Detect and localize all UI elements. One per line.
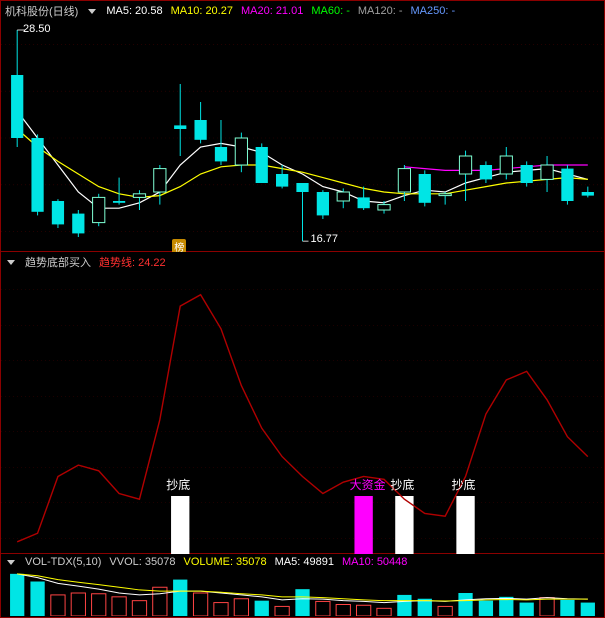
chevron-down-icon[interactable]: [88, 9, 96, 14]
ma10-label: MA10: 20.27: [171, 5, 233, 17]
ma20-label: MA20: 21.01: [241, 5, 303, 17]
kline-panel[interactable]: 机科股份(日线) MA5: 20.58 MA10: 20.27 MA20: 21…: [0, 0, 605, 252]
trend-chart[interactable]: [1, 272, 604, 556]
low-annotation: 16.77: [311, 233, 339, 245]
trend-title: 趋势底部买入: [25, 254, 91, 270]
vol-ma10-label: MA10: 50448: [342, 556, 407, 568]
stock-title: 机科股份(日线): [5, 3, 78, 19]
volume-label: VOLUME: 35078: [183, 556, 266, 568]
chevron-down-icon[interactable]: [7, 260, 15, 265]
vvol-label: VVOL: 35078: [109, 556, 175, 568]
signal-label: 抄底: [390, 476, 414, 493]
trend-panel[interactable]: 趋势底部买入 趋势线: 24.22 抄底大资金抄底抄底: [0, 252, 605, 554]
signal-label: 抄底: [452, 476, 476, 493]
signal-label: 大资金: [350, 476, 386, 493]
volume-panel[interactable]: VOL-TDX(5,10) VVOL: 35078 VOLUME: 35078 …: [0, 554, 605, 618]
volume-header: VOL-TDX(5,10) VVOL: 35078 VOLUME: 35078 …: [1, 554, 604, 570]
kline-chart[interactable]: [1, 21, 604, 255]
trend-header: 趋势底部买入 趋势线: 24.22: [1, 252, 604, 272]
ma250-label: MA250: -: [411, 5, 456, 17]
ma60-label: MA60: -: [311, 5, 350, 17]
volume-chart[interactable]: [1, 570, 604, 616]
high-annotation: 28.50: [23, 23, 51, 35]
signal-label: 抄底: [166, 476, 190, 493]
trend-line-label: 趋势线: 24.22: [99, 254, 166, 270]
vol-title: VOL-TDX(5,10): [25, 556, 101, 568]
ma120-label: MA120: -: [358, 5, 403, 17]
kline-header: 机科股份(日线) MA5: 20.58 MA10: 20.27 MA20: 21…: [1, 1, 604, 21]
chevron-down-icon[interactable]: [7, 560, 15, 565]
ma5-label: MA5: 20.58: [106, 5, 162, 17]
vol-ma5-label: MA5: 49891: [275, 556, 334, 568]
